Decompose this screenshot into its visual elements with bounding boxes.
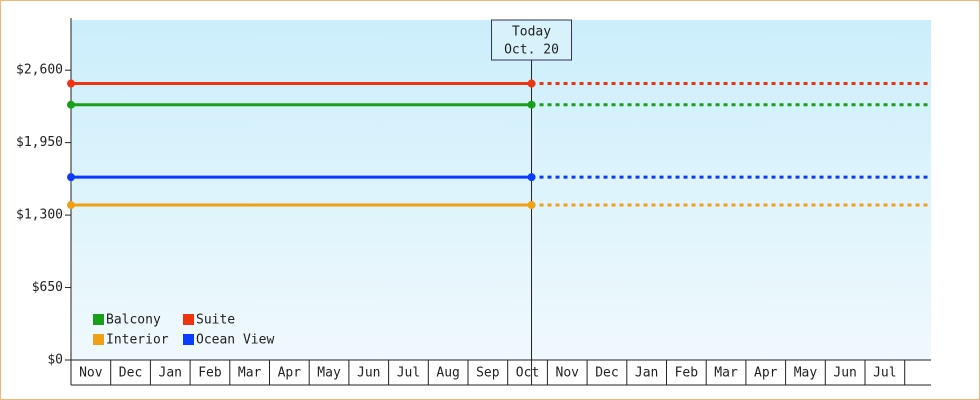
x-tick-label: Apr (754, 366, 778, 381)
x-tick-label: Oct (516, 366, 539, 381)
x-tick-label: Dec (595, 366, 618, 381)
x-tick-label: Dec (119, 366, 142, 381)
x-tick-label: Jun (833, 366, 856, 381)
x-tick-label: Aug (436, 366, 459, 381)
y-tick-label: $0 (47, 353, 63, 368)
today-box (491, 19, 573, 61)
legend-swatch (93, 334, 104, 345)
y-tick-label: $2,600 (16, 63, 63, 78)
point (67, 173, 75, 182)
legend-swatch (183, 334, 194, 345)
x-tick-label: Nov (556, 366, 580, 381)
point (527, 173, 536, 182)
y-tick-label: $1,950 (16, 135, 63, 150)
legend-swatch (93, 314, 104, 325)
point (527, 201, 536, 210)
x-tick-label: Jul (873, 366, 896, 381)
x-tick-label: Sep (476, 366, 500, 381)
x-tick-label: May (317, 366, 341, 381)
x-tick-label: Jun (357, 366, 380, 381)
x-tick-label: Feb (675, 366, 699, 381)
x-tick-label: Mar (238, 366, 262, 381)
x-tick-label: Apr (278, 366, 302, 381)
legend-label: Suite (196, 313, 235, 328)
plot-area (71, 20, 931, 360)
today-title: Today (512, 25, 551, 40)
legend-label: Balcony (106, 313, 161, 328)
point (67, 201, 75, 210)
x-tick-label: May (794, 366, 818, 381)
y-tick-label: $650 (32, 280, 63, 295)
x-tick-label: Mar (714, 366, 738, 381)
point (67, 100, 75, 109)
legend-swatch (183, 314, 194, 325)
point (527, 79, 536, 88)
x-tick-label: Jan (159, 366, 182, 381)
y-tick-label: $1,300 (16, 208, 63, 223)
x-tick-label: Jan (635, 366, 658, 381)
legend-label: Interior (106, 333, 169, 348)
x-tick-label: Nov (79, 366, 103, 381)
point (527, 100, 536, 109)
x-tick-label: Feb (198, 366, 222, 381)
legend-label: Ocean View (196, 333, 274, 348)
x-tick-label: Jul (397, 366, 420, 381)
point (67, 79, 75, 88)
today-date: Oct. 20 (504, 43, 559, 58)
